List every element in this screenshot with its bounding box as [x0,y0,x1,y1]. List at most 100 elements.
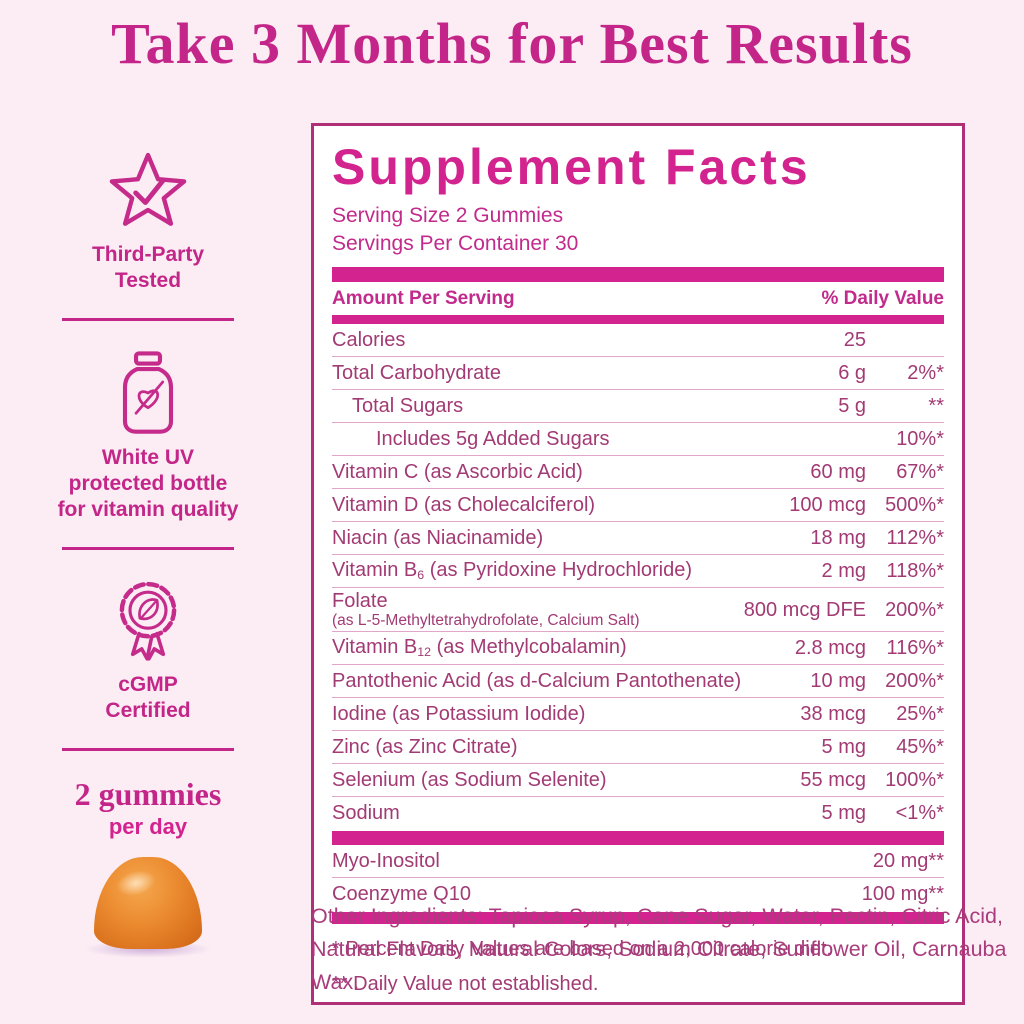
nutrient-name: Zinc (as Zinc Citrate) [332,736,518,758]
nutrient-daily-value: 112%* [886,527,944,549]
supplement-facts-panel: Supplement Facts Serving Size 2 Gummies … [311,123,965,1005]
nutrient-daily-value: 20 mg** [872,850,944,872]
nutrient-name: Total Sugars [352,395,464,417]
nutrient-daily-value: 100%* [885,769,944,791]
facts-row: Pantothenic Acid (as d-Calcium Pantothen… [332,664,944,697]
facts-row: Vitamin D (as Cholecalciferol) 100 mcg 500… [332,488,944,521]
facts-column-headers: Amount Per Serving % Daily Value [332,282,944,315]
nutrient-daily-value: <1%* [895,802,944,824]
facts-row: Total Sugars 5 g ** [332,389,944,422]
nutrient-amount: 10 mg [810,670,866,692]
nutrient-daily-value: 200%* [885,670,944,692]
serving-size: Serving Size 2 Gummies [332,204,564,227]
facts-row: Vitamin B6 (as Pyridoxine Hydrochloride)… [332,554,944,587]
badge-uv-bottle-label: White UV protected bottle for vitamin qu… [57,446,239,521]
nutrient-amount: 800 mcg DFE [743,598,866,621]
dosage-amount: 2 gummies [74,776,222,812]
headline: Take 3 Months for Best Results [111,11,913,76]
facts-row: Niacin (as Niacinamide) 18 mg 112%* [332,521,944,554]
divider-bar-medium [332,315,944,324]
nutrient-amount: 5 g [838,395,866,417]
nutrient-name: Calories [332,329,406,351]
rosette-leaf-icon [103,576,193,666]
facts-row: Zinc (as Zinc Citrate) 5 mg 45%* [332,730,944,763]
facts-row: Calories 25 [332,324,944,356]
heart-doodle [137,389,160,410]
nutrient-amount: 25 [843,329,866,351]
facts-rows-secondary: Myo-Inositol 20 mg** Coenzyme Q10 100 mg** [332,845,944,910]
divider-bar-thick [332,831,944,845]
nutrient-daily-value: 25%* [896,703,944,725]
nutrient-amount: 2 mg [821,560,866,582]
badge-third-party: Third-Party Tested [92,148,204,294]
section-divider [62,547,234,550]
nutrient-name: Folate (as L-5-Methyltetrahydrofolate, Ca… [332,590,744,629]
nutrient-daily-value: 100 mg** [861,883,944,905]
divider-bar-thick [332,912,944,924]
nutrient-name: Vitamin B12 (as Methylcobalamin) [332,636,627,660]
facts-row: Total Carbohydrate 6 g 2%* [332,356,944,389]
gummy-highlight [113,866,159,900]
nutrient-daily-value: 2%* [907,362,944,384]
badge-cgmp: cGMP Certified [103,576,193,724]
gummy-image [94,857,202,949]
nutrient-name: Vitamin B6 (as Pyridoxine Hydrochloride) [332,559,693,583]
nutrient-amount: 2.8 mcg [794,637,866,659]
nutrient-note: (as L-5-Methyltetrahydrofolate, Calcium … [332,612,640,629]
nutrient-daily-value: 500%* [885,494,944,516]
badge-uv-bottle: White UV protected bottle for vitamin qu… [57,347,239,523]
nutrient-name: Vitamin C (as Ascorbic Acid) [332,461,583,483]
badge-cgmp-label: cGMP Certified [105,673,191,722]
nutrient-daily-value: 10%* [896,428,944,450]
facts-row: Includes 5g Added Sugars 10%* [332,422,944,455]
nutrient-name: Coenzyme Q10 [332,883,471,905]
facts-row: Coenzyme Q10 100 mg** [332,877,944,910]
other-ingredients: Other Ingredients: Tapioca Syrup, Cane S… [311,904,1007,994]
facts-row: Myo-Inositol 20 mg** [332,845,944,877]
gummy-figure [84,857,212,958]
nutrient-amount: 38 mcg [800,703,866,725]
nutrient-daily-value: 118%* [886,560,944,582]
nutrient-name: Myo-Inositol [332,850,440,872]
nutrient-name: Iodine (as Potassium Iodide) [332,703,586,725]
footnote-not-established: ** Daily Value not established. [332,973,599,995]
facts-row: Sodium 5 mg <1%* [332,796,944,829]
section-divider [62,748,234,751]
footnotes: * Percent Daily Values are based on a 2,… [332,924,944,1002]
panel-title: Supplement Facts [332,139,811,195]
nutrient-name: Vitamin D (as Cholecalciferol) [332,494,596,516]
facts-rows-main: Calories 25 Total Carbohydrate 6 g 2%* Total … [332,324,944,829]
nutrient-name: Includes 5g Added Sugars [376,428,610,450]
footnote-daily-value: * Percent Daily Values are based on a 2,… [332,938,832,960]
nutrient-name: Pantothenic Acid (as d-Calcium Pantothen… [332,670,742,692]
nutrient-daily-value: ** [928,395,944,417]
nutrient-daily-value: 116%* [886,637,944,659]
nutrient-name: Niacin (as Niacinamide) [332,527,544,549]
nutrient-name: Total Carbohydrate [332,362,501,384]
facts-row: Folate (as L-5-Methyltetrahydrofolate, Ca… [332,587,944,631]
nutrient-daily-value: 67%* [896,461,944,483]
divider-bar-thick [332,267,944,282]
nutrient-amount: 6 g [838,362,866,384]
facts-row: Selenium (as Sodium Selenite) 55 mcg 100%* [332,763,944,796]
nutrient-amount: 100 mcg [789,494,866,516]
nutrient-amount: 60 mg [810,461,866,483]
star-check-icon [104,148,192,236]
benefits-column: Third-Party Tested White UV protected bo… [28,148,268,958]
facts-row: Vitamin B12 (as Methylcobalamin) 2.8 mcg 1… [332,631,944,664]
daily-value-header: % Daily Value [821,288,944,309]
section-divider [62,318,234,321]
nutrient-daily-value: 45%* [896,736,944,758]
facts-row: Vitamin C (as Ascorbic Acid) 60 mg 67%* [332,455,944,488]
badge-third-party-label: Third-Party Tested [91,243,204,292]
nutrient-amount: 55 mcg [800,769,866,791]
nutrient-amount: 5 mg [821,736,866,758]
nutrient-amount: 18 mg [810,527,866,549]
amount-per-serving-header: Amount Per Serving [332,288,515,309]
nutrient-name: Sodium [332,802,400,824]
dosage-frequency: per day [108,814,188,839]
nutrient-name: Selenium (as Sodium Selenite) [332,769,607,791]
bottle-icon [102,347,194,439]
servings-per-container: Servings Per Container 30 [332,232,579,255]
